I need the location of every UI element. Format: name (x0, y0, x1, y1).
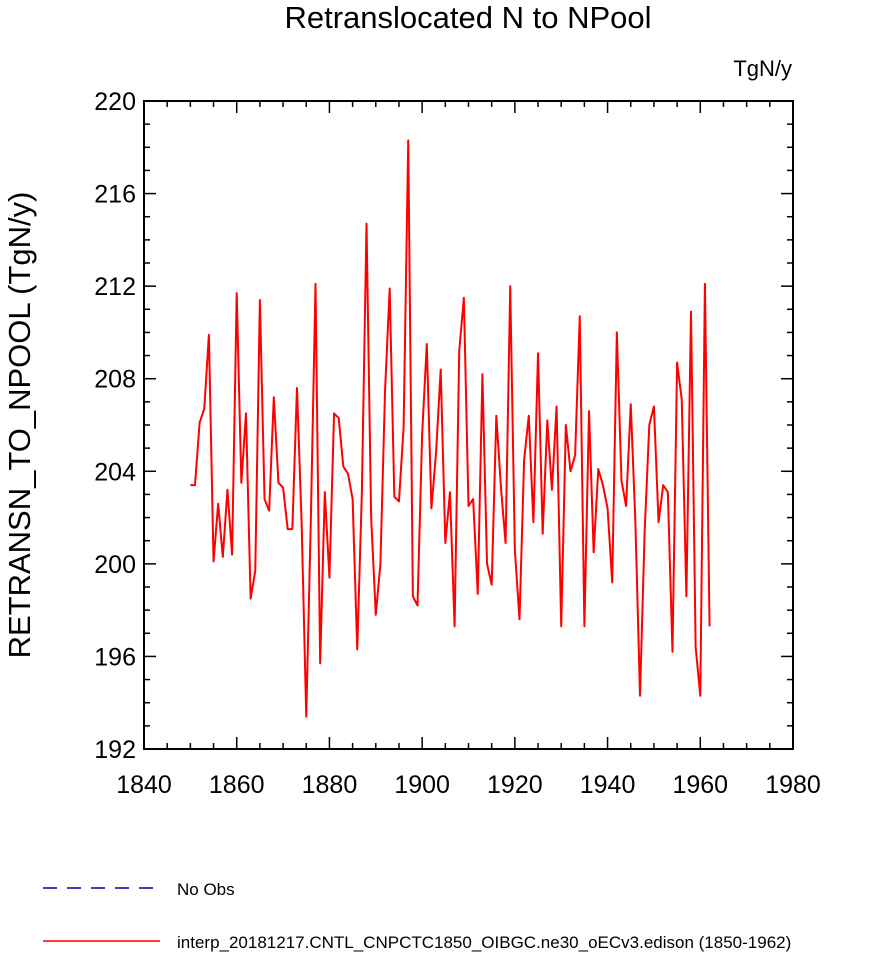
axis-tick-labels: 1840 1860 1880 1900 1920 1940 1960 1980 192 196 20… (94, 88, 821, 799)
y-tick-label: 196 (94, 643, 136, 671)
x-tick-label: 1920 (487, 771, 543, 799)
y-tick-label: 216 (94, 181, 136, 209)
x-tick-label: 1880 (302, 771, 358, 799)
x-tick-label: 1840 (116, 771, 172, 799)
x-tick-label: 1900 (394, 771, 450, 799)
series-layer (190, 139, 711, 718)
y-tick-label: 208 (94, 366, 136, 394)
series-line-0 (190, 139, 711, 718)
x-tick-label: 1940 (580, 771, 636, 799)
legend-label-model: interp_20181217.CNTL_CNPCTC1850_OIBGC.ne… (177, 933, 791, 952)
chart-title: Retranslocated N to NPool (284, 0, 651, 35)
legend-label-no-obs: No Obs (177, 880, 235, 899)
legend: No Obs interp_20181217.CNTL_CNPCTC1850_O… (43, 880, 791, 952)
x-tick-label: 1980 (765, 771, 821, 799)
x-tick-label: 1860 (209, 771, 265, 799)
y-tick-label: 200 (94, 551, 136, 579)
y-axis-label: RETRANSN_TO_NPOOL (TgN/y) (2, 192, 37, 659)
y-tick-label: 220 (94, 88, 136, 116)
x-tick-label: 1960 (672, 771, 728, 799)
plot-frame (143, 100, 794, 750)
units-label: TgN/y (733, 56, 792, 81)
y-tick-label: 192 (94, 736, 136, 764)
y-tick-label: 204 (94, 458, 136, 486)
y-tick-label: 212 (94, 273, 136, 301)
